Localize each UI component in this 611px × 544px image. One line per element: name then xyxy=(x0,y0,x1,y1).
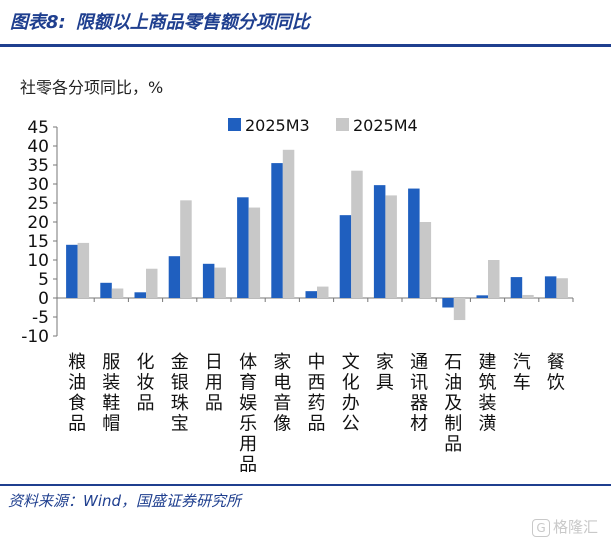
bar-series-1 xyxy=(66,244,78,298)
x-category-label: 汽车 xyxy=(513,352,531,394)
y-tick-label: -10 xyxy=(21,327,49,347)
x-category-label: 家具 xyxy=(376,352,394,394)
source-note: 资料来源：Wind，国盛证券研究所 xyxy=(8,492,242,510)
y-tick-label: 30 xyxy=(27,175,49,195)
bar-series-1 xyxy=(442,298,454,308)
bar-series-1 xyxy=(510,277,523,298)
bar-series-2 xyxy=(248,207,261,298)
legend-swatch xyxy=(336,118,349,131)
x-category-label: 中西药品 xyxy=(308,352,326,435)
x-category-label: 化妆品 xyxy=(137,352,155,414)
unit-label: 社零各分项同比，% xyxy=(20,78,164,97)
bar-series-1 xyxy=(305,291,317,298)
bar-series-1 xyxy=(339,215,352,298)
y-tick-label: 0 xyxy=(38,289,49,309)
figure-title: 图表8: 限额以上商品零售额分项同比 xyxy=(10,8,310,34)
figure-title-text: 限额以上商品零售额分项同比 xyxy=(75,12,310,33)
bar-series-1 xyxy=(100,282,112,298)
x-category-label: 建筑装潢 xyxy=(479,352,497,435)
bar-series-2 xyxy=(419,222,432,298)
y-tick-label: -5 xyxy=(32,308,49,328)
watermark-logo: G 格隆汇 xyxy=(532,516,598,537)
x-category-label: 体育娱乐用品 xyxy=(239,352,257,476)
y-tick-label: 40 xyxy=(27,137,49,157)
bar-series-2 xyxy=(556,278,568,298)
bar-series-1 xyxy=(271,163,283,298)
bar-series-2 xyxy=(453,298,466,321)
x-category-label: 餐饮 xyxy=(547,352,565,394)
bar-series-1 xyxy=(408,188,420,298)
bar-series-2 xyxy=(317,286,329,298)
x-category-label: 文化办公 xyxy=(342,352,360,435)
y-tick-label: 25 xyxy=(27,194,49,214)
bar-series-2 xyxy=(488,260,500,298)
bar-series-1 xyxy=(202,263,215,298)
y-tick-label: 10 xyxy=(27,251,49,271)
bar-series-2 xyxy=(111,288,124,298)
y-tick-label: 5 xyxy=(38,270,49,290)
x-category-label: 金银珠宝 xyxy=(171,352,189,435)
x-category-label: 服装鞋帽 xyxy=(102,352,120,435)
y-tick-label: 35 xyxy=(27,156,49,176)
x-category-label: 通讯器材 xyxy=(410,352,428,435)
y-tick-label: 20 xyxy=(27,213,49,233)
y-tick-label: 15 xyxy=(27,232,49,252)
x-category-label: 石油及制品 xyxy=(444,352,462,455)
bar-series-2 xyxy=(385,195,397,298)
figure-number: 图表8: xyxy=(10,12,66,33)
bar-series-1 xyxy=(544,276,557,298)
legend-swatch xyxy=(228,118,241,131)
bar-series-2 xyxy=(77,242,90,298)
bar-series-1 xyxy=(237,197,249,298)
bar-series-2 xyxy=(180,200,192,298)
x-category-label: 日用品 xyxy=(205,352,223,414)
watermark-glyph-icon: G xyxy=(532,519,550,537)
watermark-text: 格隆汇 xyxy=(553,518,599,536)
bar-series-2 xyxy=(146,268,158,298)
bar-series-2 xyxy=(214,267,226,298)
x-category-label: 家电音像 xyxy=(273,352,291,435)
bar-series-1 xyxy=(134,292,146,298)
legend-label: 2025M4 xyxy=(353,116,418,135)
y-tick-label: 45 xyxy=(27,118,49,138)
bar-series-2 xyxy=(522,294,534,298)
legend-label: 2025M3 xyxy=(245,116,310,135)
bar-series-1 xyxy=(476,295,488,298)
x-category-label: 粮油食品 xyxy=(68,352,86,435)
bar-series-1 xyxy=(373,185,386,298)
source-rule xyxy=(0,484,611,486)
bar-series-2 xyxy=(282,149,295,298)
bar-series-2 xyxy=(351,170,363,298)
title-rule xyxy=(0,44,611,47)
bar-series-1 xyxy=(168,256,181,298)
